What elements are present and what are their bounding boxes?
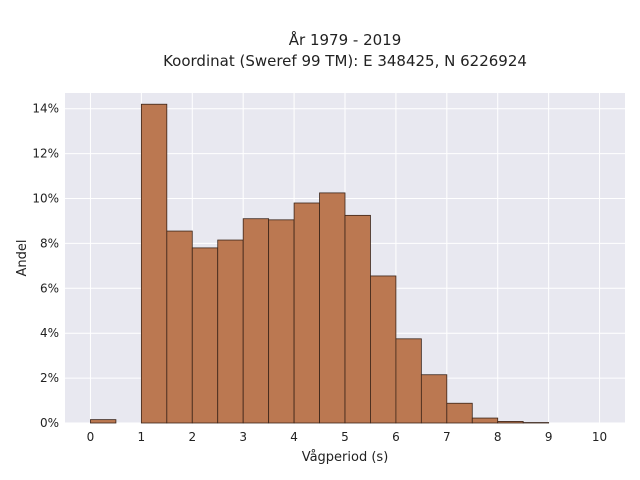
x-tick-label: 10 <box>592 430 607 444</box>
y-tick-label: 10% <box>32 192 59 206</box>
y-tick-label: 2% <box>40 371 59 385</box>
histogram-bar <box>242 218 270 424</box>
histogram-bar <box>166 230 193 424</box>
y-tick-label: 14% <box>32 102 59 116</box>
y-axis-ticks: 0% 2% 4% 6% 8% 10% 12% 14% <box>32 102 59 430</box>
y-tick-label: 4% <box>40 326 59 340</box>
x-tick-label: 8 <box>494 430 502 444</box>
histogram-bar <box>319 192 346 424</box>
histogram-bar <box>217 239 244 424</box>
x-axis-ticks: 0 1 2 3 4 5 6 7 8 9 10 <box>87 430 608 444</box>
x-tick-label: 5 <box>341 430 349 444</box>
y-tick-label: 0% <box>40 416 59 430</box>
histogram-bar <box>140 103 168 424</box>
chart-title-line-1: År 1979 - 2019 <box>289 30 402 49</box>
y-tick-label: 8% <box>40 236 59 250</box>
x-tick-label: 3 <box>239 430 247 444</box>
x-tick-label: 9 <box>545 430 553 444</box>
histogram-bar <box>446 402 473 424</box>
histogram-bars <box>90 103 550 424</box>
histogram-bar <box>420 374 448 424</box>
x-tick-label: 2 <box>188 430 196 444</box>
histogram-bar <box>191 247 219 424</box>
histogram-bar <box>293 202 320 424</box>
x-axis-title: Vågperiod (s) <box>302 450 389 465</box>
x-tick-label: 1 <box>138 430 146 444</box>
x-tick-label: 6 <box>392 430 400 444</box>
histogram-bar <box>395 338 422 424</box>
chart-title-line-2: Koordinat (Sweref 99 TM): E 348425, N 62… <box>163 52 527 70</box>
x-tick-label: 0 <box>87 430 95 444</box>
histogram-bar <box>268 219 295 424</box>
y-axis-title: Andel <box>15 240 30 277</box>
y-tick-label: 6% <box>40 281 59 295</box>
y-tick-label: 12% <box>32 147 59 161</box>
x-tick-label: 7 <box>443 430 451 444</box>
histogram-bar <box>344 214 371 424</box>
histogram-bar <box>370 275 397 424</box>
x-tick-label: 4 <box>290 430 298 444</box>
histogram-bar <box>471 417 499 424</box>
histogram-bar <box>90 419 117 424</box>
histogram-bar <box>497 421 524 424</box>
